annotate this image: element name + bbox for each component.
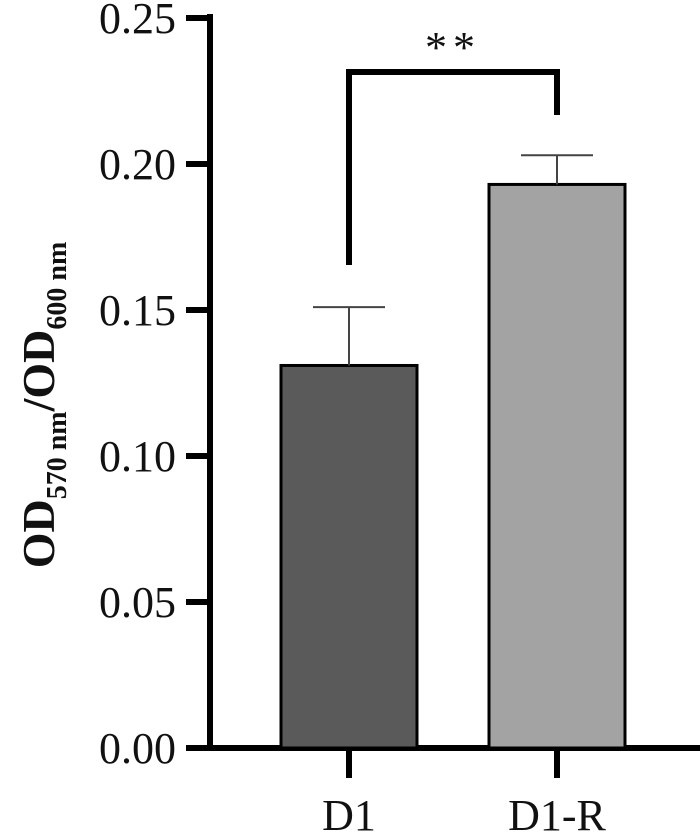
bar-d1 xyxy=(279,363,419,750)
y-tick-label: 0.00 xyxy=(99,724,176,773)
y-label-sub2: 600 nm xyxy=(42,242,73,330)
significance-bracket: ** xyxy=(346,23,560,265)
y-label-sub1: 570 nm xyxy=(42,411,73,499)
y-axis-label: OD570 nm/OD600 nm xyxy=(13,242,73,569)
y-tick-label: 0.05 xyxy=(99,578,176,627)
y-axis: 0.00 0.05 0.10 0.15 0.20 0.25 xyxy=(99,0,213,773)
significance-label: ** xyxy=(425,23,481,72)
y-tick-label: 0.15 xyxy=(99,286,176,335)
y-label-sep: /OD xyxy=(13,330,64,413)
error-bars xyxy=(313,154,593,366)
y-tick-label: 0.20 xyxy=(99,140,176,189)
y-label-main1: OD xyxy=(13,499,64,568)
x-axis: D1 D1-R xyxy=(207,745,700,834)
bar-d1-r xyxy=(487,182,627,750)
x-tick-label: D1 xyxy=(322,791,376,834)
y-tick-label: 0.10 xyxy=(99,432,176,481)
bracket-line xyxy=(346,69,560,265)
bars xyxy=(279,182,627,750)
y-tick-label: 0.25 xyxy=(99,0,176,43)
x-tick-label: D1-R xyxy=(508,791,606,834)
